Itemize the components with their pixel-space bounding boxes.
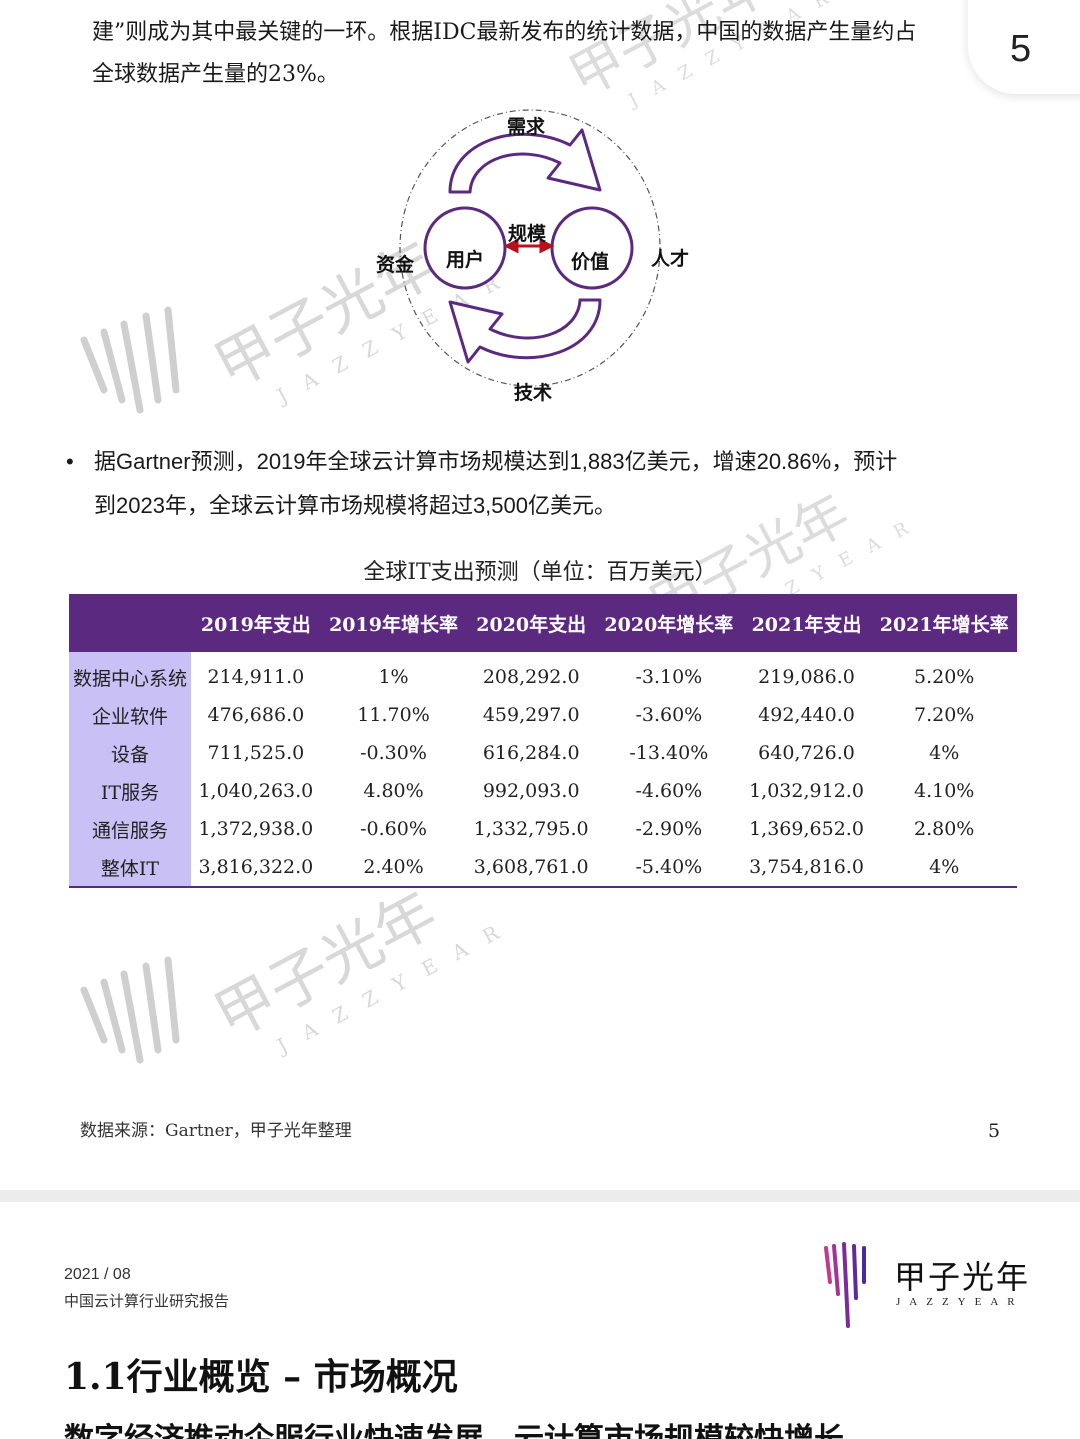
bullet-line-2: 到2023年，全球云计算市场规模将超过3,500亿美元。	[94, 493, 616, 518]
table-cell: 616,284.0	[482, 742, 580, 764]
report-name: 中国云计算行业研究报告	[64, 1292, 230, 1310]
report-date: 2021 / 08	[64, 1266, 131, 1283]
table-cell: 219,086.0	[758, 666, 855, 688]
bullet-dot-icon: •	[66, 449, 74, 474]
report-page-6: 2021 / 08 中国云计算行业研究报告 甲子光年 JAZZYEAR 1.1行…	[0, 1202, 1080, 1439]
table-cell: 4%	[929, 742, 960, 764]
table-cell: 5.20%	[914, 666, 975, 688]
table-cell: -5.40%	[596, 848, 742, 888]
bullet-line-1: 据Gartner预测，2019年全球云计算市场规模达到1,883亿美元，增速20…	[94, 449, 898, 474]
table-row: IT服务 1,040,263.0 4.80% 992,093.0 -4.60% …	[69, 772, 1017, 810]
row-header-cell: 设备	[69, 734, 191, 772]
table-cell: 1,032,912.0	[749, 780, 864, 802]
table-header-cell: 2019年支出	[191, 594, 321, 652]
table-header-cell	[69, 594, 191, 652]
report-page-5: 甲子光年 JAZZYEAR 甲子光年 JAZZYEAR 甲子光年 JAZZYEA…	[66, 0, 1080, 1142]
label-users: 用户	[446, 249, 485, 271]
table-cell: 1,040,263.0	[198, 780, 314, 802]
data-source-note: 数据来源：Gartner，甲子光年整理	[80, 1121, 352, 1141]
table-cell: -0.60%	[360, 818, 427, 840]
table-cell: 3,816,322.0	[191, 848, 321, 888]
table-cell: -2.90%	[635, 818, 703, 840]
table-cell: 7.20%	[914, 704, 975, 726]
section-heading: 1.1行业概览 – 市场概况	[64, 1356, 458, 1398]
label-demand: 需求	[507, 116, 546, 138]
logo-text-en: JAZZYEAR	[896, 1296, 1024, 1308]
table-row: 整体IT 3,816,322.0 2.40% 3,608,761.0 -5.40…	[69, 848, 1017, 888]
row-header-cell: 整体IT	[69, 848, 191, 888]
table-cell: 1,369,652.0	[749, 818, 864, 840]
table-cell: -3.10%	[635, 666, 703, 688]
label-talent: 人才	[651, 248, 690, 270]
table-cell: 2.80%	[914, 818, 975, 840]
row-header-cell: 企业软件	[69, 696, 191, 734]
table-cell: 476,686.0	[207, 704, 305, 726]
it-spending-table: 2019年支出 2019年增长率 2020年支出 2020年增长率 2021年支…	[69, 594, 1017, 888]
table-cell: 208,292.0	[482, 666, 580, 688]
intro-line-2: 全球数据产生量的23%。	[92, 62, 339, 87]
label-value: 价值	[571, 251, 610, 273]
table-header-row: 2019年支出 2019年增长率 2020年支出 2020年增长率 2021年支…	[69, 594, 1017, 652]
intro-paragraph: 建”则成为其中最关键的一环。根据IDC最新发布的统计数据，中国的数据产生量约占 …	[92, 12, 982, 96]
page-indicator-badge[interactable]: 5	[968, 0, 1080, 94]
row-header-cell: 通信服务	[69, 810, 191, 848]
row-header-cell: 数据中心系统	[69, 652, 191, 696]
row-header-cell: IT服务	[69, 772, 191, 810]
table-cell: 11.70%	[357, 704, 430, 726]
cycle-diagram	[399, 109, 661, 387]
table-cell: -3.60%	[635, 704, 703, 726]
table-cell: 4%	[871, 848, 1017, 888]
gartner-bullet: • 据Gartner预测，2019年全球云计算市场规模达到1,883亿美元，增速…	[66, 440, 1026, 528]
table-header-cell: 2021年支出	[741, 594, 872, 652]
table-cell: 2.40%	[320, 848, 467, 888]
table-cell: 711,525.0	[207, 742, 305, 764]
section-subheading: 数字经济推动企服行业快速发展，云计算市场规模较快增长	[64, 1414, 844, 1439]
table-cell: 4.80%	[363, 780, 424, 802]
table-cell: -4.60%	[635, 780, 703, 802]
table-cell: 640,726.0	[758, 742, 855, 764]
jazzyear-logo-icon	[824, 1242, 866, 1328]
table-title: 全球IT支出预测（单位：百万美元）	[363, 560, 717, 585]
intro-line-1: 建”则成为其中最关键的一环。根据IDC最新发布的统计数据，中国的数据产生量约占	[92, 20, 917, 45]
table-row: 企业软件 476,686.0 11.70% 459,297.0 -3.60% 4…	[69, 696, 1017, 734]
table-cell: 992,093.0	[482, 780, 580, 802]
table-cell: 492,440.0	[758, 704, 855, 726]
table-cell: 459,297.0	[482, 704, 580, 726]
table-row: 数据中心系统 214,911.0 1% 208,292.0 -3.10% 219…	[69, 652, 1017, 696]
jazzyear-logo: 甲子光年 JAZZYEAR	[820, 1242, 1040, 1332]
table-row: 设备 711,525.0 -0.30% 616,284.0 -13.40% 64…	[69, 734, 1017, 772]
table-cell: 1%	[378, 666, 409, 688]
table-cell: 4.10%	[914, 780, 975, 802]
page-number: 5	[988, 1120, 1001, 1142]
watermark-logo-icon	[80, 956, 180, 1064]
outer-dashed-circle	[399, 109, 661, 387]
table-header-cell: 2020年增长率	[596, 594, 742, 652]
table-header-cell: 2020年支出	[466, 594, 597, 652]
table-cell: 3,608,761.0	[466, 848, 597, 888]
table-cell: -0.30%	[360, 742, 427, 764]
table-cell: 3,754,816.0	[741, 848, 872, 888]
logo-text-cn: 甲子光年	[894, 1258, 1031, 1296]
table-header-cell: 2019年增长率	[320, 594, 467, 652]
table-cell: -13.40%	[629, 742, 709, 764]
table-cell: 1,372,938.0	[198, 818, 314, 840]
table-header-cell: 2021年增长率	[871, 594, 1017, 652]
label-technology: 技术	[514, 382, 553, 404]
top-cycle-arrow-icon	[448, 128, 602, 194]
bottom-cycle-arrow-icon	[448, 298, 602, 364]
table-cell: 1,332,795.0	[473, 818, 589, 840]
label-capital: 资金	[376, 254, 415, 276]
table-cell: 214,911.0	[207, 666, 305, 688]
page-separator	[0, 1190, 1080, 1202]
page-indicator-number: 5	[1010, 27, 1032, 70]
table-row: 通信服务 1,372,938.0 -0.60% 1,332,795.0 -2.9…	[69, 810, 1017, 848]
label-scale: 规模	[508, 223, 547, 245]
